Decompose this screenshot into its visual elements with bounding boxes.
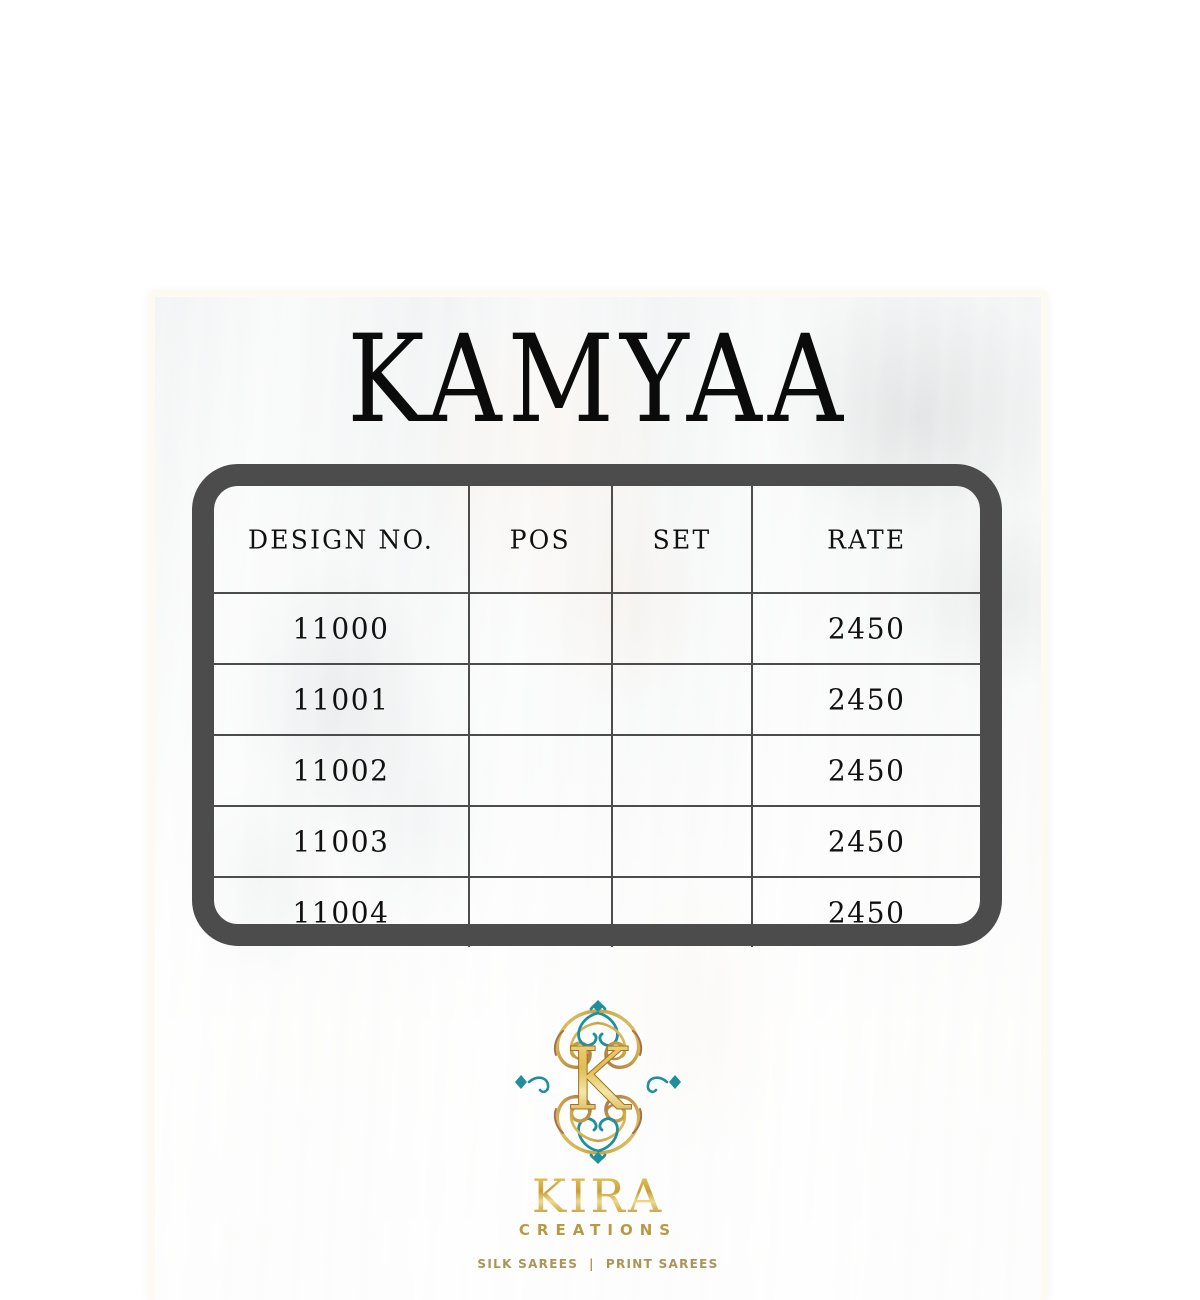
cell-set	[611, 875, 754, 949]
table-header-row: DESIGN NO. POS SET RATE	[214, 482, 980, 598]
table-row: 11001 2450	[214, 662, 980, 738]
table-row: 11004 2450	[214, 875, 980, 949]
cell-design-no: 11000	[214, 591, 471, 667]
column-header-rate: RATE	[752, 482, 980, 598]
brand-wordmark: KIRA	[155, 1173, 1041, 1219]
cell-rate: 2450	[752, 733, 980, 809]
cell-design-no: 11002	[214, 733, 471, 809]
rate-table-frame: DESIGN NO. POS SET RATE 11000 2450 11001	[192, 464, 1002, 949]
monogram-letter: K	[566, 1030, 632, 1130]
cell-pos	[469, 662, 613, 738]
column-header-pos: POS	[469, 482, 613, 598]
cell-set	[611, 733, 754, 809]
cell-rate: 2450	[752, 591, 980, 667]
kira-monogram-icon: K	[515, 1000, 681, 1164]
card-inner-surface: KAMYAA DESIGN NO. POS SET RATE 11	[155, 297, 1041, 1300]
cell-set	[611, 591, 754, 667]
brand-logo-block: K KIRA CREATIONS SILK SAREES | PRINT SAREE…	[155, 997, 1041, 1271]
tagline-silk-sarees: SILK SAREES	[477, 1257, 579, 1271]
cell-pos	[469, 804, 613, 880]
cell-pos	[469, 591, 613, 667]
cell-pos	[469, 733, 613, 809]
table-row: 11002 2450	[214, 733, 980, 809]
tagline-separator: |	[589, 1257, 595, 1271]
cell-design-no: 11003	[214, 804, 471, 880]
catalogue-card: KAMYAA DESIGN NO. POS SET RATE 11	[148, 290, 1048, 1300]
tagline-print-sarees: PRINT SAREES	[605, 1257, 719, 1271]
column-header-set: SET	[611, 482, 754, 598]
brand-tagline: SILK SAREES | PRINT SAREES	[155, 1257, 1041, 1271]
column-header-design-no: DESIGN NO.	[214, 482, 471, 598]
rate-table: DESIGN NO. POS SET RATE 11000 2450 11001	[214, 482, 980, 949]
cell-set	[611, 662, 754, 738]
cell-rate: 2450	[752, 662, 980, 738]
table-row: 11000 2450	[214, 591, 980, 667]
table-row: 11003 2450	[214, 804, 980, 880]
page-title: KAMYAA	[347, 308, 849, 451]
cell-pos	[469, 875, 613, 949]
cell-rate: 2450	[752, 804, 980, 880]
brand-subtitle: CREATIONS	[518, 1221, 678, 1239]
cell-design-no: 11004	[214, 875, 471, 949]
cell-set	[611, 804, 754, 880]
cell-rate: 2450	[827, 895, 906, 930]
cell-design-no: 11001	[214, 662, 471, 738]
